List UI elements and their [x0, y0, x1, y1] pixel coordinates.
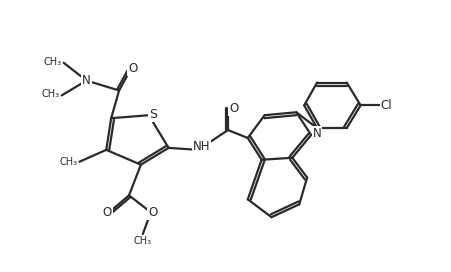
Text: O: O — [148, 206, 157, 219]
Text: S: S — [148, 108, 156, 121]
Text: O: O — [102, 206, 111, 219]
Text: N: N — [312, 126, 321, 140]
Text: CH₃: CH₃ — [43, 57, 61, 67]
Text: Cl: Cl — [380, 99, 391, 112]
Text: CH₃: CH₃ — [59, 157, 78, 167]
Text: NH: NH — [192, 140, 210, 153]
Text: CH₃: CH₃ — [133, 236, 152, 246]
Text: CH₃: CH₃ — [41, 89, 60, 100]
Text: N: N — [82, 74, 91, 87]
Text: O: O — [229, 102, 238, 115]
Text: O: O — [128, 62, 137, 75]
